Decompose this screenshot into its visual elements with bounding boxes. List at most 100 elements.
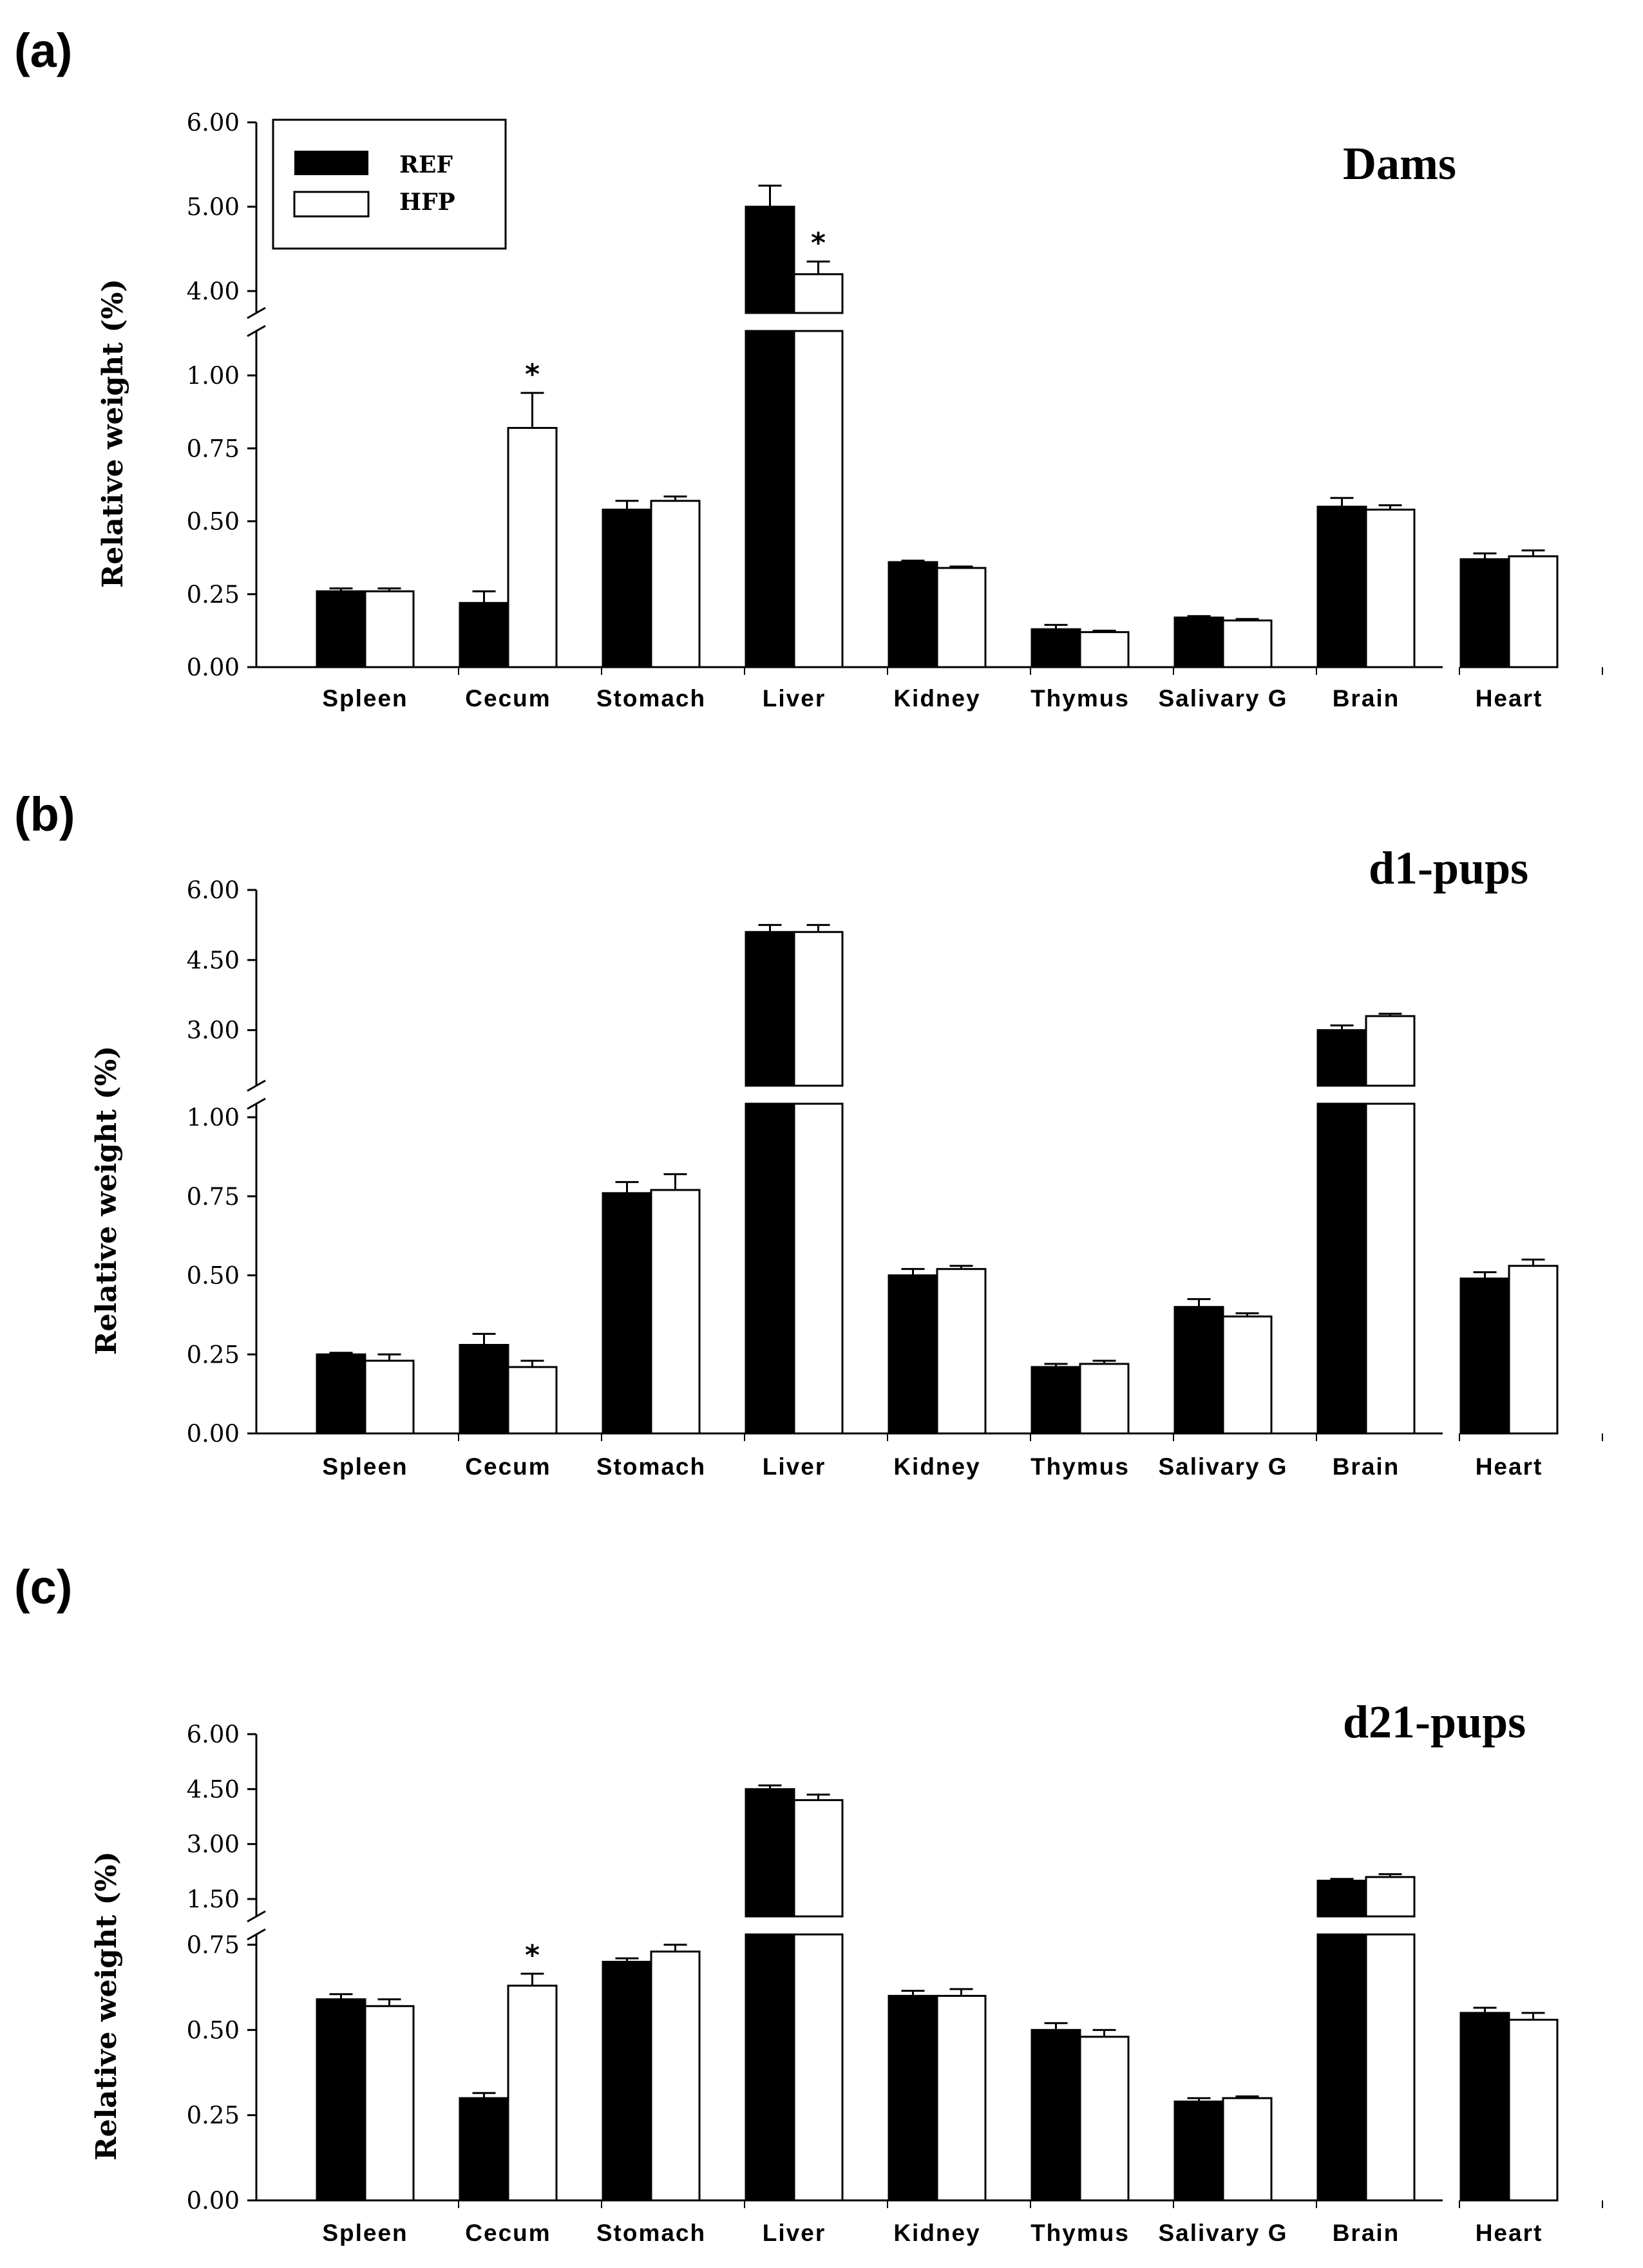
y-tick-label: 0.00 [187, 1420, 240, 1448]
x-tick-label: Cecum [465, 1453, 551, 1480]
bar-hfp [936, 1994, 987, 2202]
bar-ref [1316, 506, 1367, 668]
bar-hfp [507, 1366, 558, 1435]
x-tick-label: Brain [1333, 685, 1400, 712]
y-tick-label: 0.50 [187, 1262, 240, 1290]
bar-ref [745, 205, 795, 314]
bar-ref [888, 1994, 938, 2202]
bar-ref [459, 1344, 509, 1435]
bar-ref [1459, 1277, 1510, 1435]
panel-a-title: Dams [1343, 138, 1456, 189]
bar-ref [602, 508, 652, 668]
x-tick-label: Spleen [322, 2220, 408, 2246]
x-tick-label: Cecum [465, 2220, 551, 2246]
x-tick-label: Cecum [465, 685, 551, 712]
x-tick-label: Stomach [596, 2220, 706, 2246]
bar-ref [1316, 1880, 1367, 1918]
bar-hfp [364, 1359, 415, 1435]
bar-ref [1030, 628, 1081, 668]
bar-hfp [1365, 508, 1416, 668]
x-tick-label: Stomach [596, 1453, 706, 1480]
significance-star: * [525, 358, 540, 391]
bar-hfp-lower [793, 1933, 844, 2202]
bar-hfp [507, 427, 558, 668]
x-tick-label: Kidney [893, 2220, 980, 2246]
chart-panel-3: 0.00 0.25 0.50 0.75 1.50 3.00 4.50 6.00 Relative… [90, 1721, 1603, 2246]
x-tick-label: Liver [763, 685, 826, 712]
bar-ref [602, 1192, 652, 1435]
x-tick-label: Thymus [1030, 1453, 1130, 1480]
y-tick-label: 4.00 [187, 278, 240, 305]
y-axis-label: Relative weight (%) [90, 1851, 123, 2160]
bar-hfp [507, 1985, 558, 2202]
bar-ref [888, 1274, 938, 1435]
bar-hfp [1079, 631, 1130, 668]
bar-ref-lower [1316, 1933, 1367, 2202]
y-tick-label: 3.00 [187, 1017, 240, 1044]
bar-ref [1030, 2028, 1081, 2202]
y-tick-label: 5.00 [187, 193, 240, 221]
x-tick-label: Spleen [322, 1453, 408, 1480]
bar-hfp [650, 500, 701, 668]
bar-ref [745, 1788, 795, 1918]
y-tick-label: 0.00 [187, 2187, 240, 2215]
y-tick-label: 0.50 [187, 2016, 240, 2044]
bar-hfp-lower [1365, 1102, 1416, 1435]
bar-ref [1459, 558, 1510, 668]
y-tick-label: 0.75 [187, 435, 240, 462]
y-tick-label: 0.50 [187, 508, 240, 536]
y-tick-label: 0.25 [187, 581, 240, 609]
significance-star: * [525, 1939, 540, 1972]
axis-break-mark [247, 1079, 266, 1092]
axis-break-mark [247, 1928, 266, 1941]
x-tick-label: Liver [763, 2220, 826, 2246]
x-tick-label: Salivary G [1158, 2220, 1287, 2246]
x-tick-label: Heart [1476, 1453, 1543, 1480]
bar-hfp-lower [793, 1102, 844, 1435]
bar-ref [459, 2097, 509, 2202]
bar-ref-lower [1316, 1102, 1367, 1435]
legend-label-hfp: HFP [399, 189, 455, 216]
bar-hfp [1508, 1265, 1559, 1435]
panel-c-title: d21-pups [1343, 1696, 1526, 1748]
bar-hfp [650, 1189, 701, 1435]
y-tick-label: 6.00 [187, 876, 240, 904]
bar-ref [316, 590, 366, 668]
bar-hfp [364, 590, 415, 668]
chart-panel-1: 0.00 0.25 0.50 0.75 1.00 4.00 5.00 6.00 Relative… [97, 109, 1603, 712]
y-tick-label: 4.50 [187, 1775, 240, 1803]
x-tick-label: Spleen [322, 685, 408, 712]
y-tick-label: 0.75 [187, 1931, 240, 1959]
chart-panel-2: 0.00 0.25 0.50 0.75 1.00 3.00 4.50 6.00 Relative… [90, 876, 1603, 1480]
axis-break-mark [247, 1097, 266, 1110]
axis-break-mark [247, 1910, 266, 1923]
bar-ref [1030, 1366, 1081, 1435]
x-tick-label: Heart [1476, 2220, 1543, 2246]
x-tick-label: Kidney [893, 1453, 980, 1480]
bar-ref-lower [745, 330, 795, 668]
x-tick-label: Thymus [1030, 685, 1130, 712]
bar-hfp-lower [1365, 1933, 1416, 2202]
bar-hfp [1222, 1315, 1273, 1435]
significance-star: * [811, 227, 826, 260]
y-tick-label: 4.50 [187, 947, 240, 974]
bar-hfp [793, 1799, 844, 1918]
bar-hfp [1079, 2036, 1130, 2202]
legend-swatch-hfp [293, 191, 370, 218]
bar-hfp [793, 931, 844, 1087]
x-tick-label: Kidney [893, 685, 980, 712]
bar-hfp-lower [793, 330, 844, 668]
panel-c-label: (c) [14, 1560, 72, 1614]
y-axis-label: Relative weight (%) [90, 1046, 123, 1355]
x-tick-label: Heart [1476, 685, 1543, 712]
bar-ref [888, 561, 938, 668]
bar-hfp [1508, 2018, 1559, 2202]
bar-ref [1459, 2012, 1510, 2202]
panel-b-title: d1-pups [1369, 842, 1528, 894]
bar-ref [459, 601, 509, 668]
bar-ref [1316, 1029, 1367, 1087]
bar-hfp [1365, 1015, 1416, 1087]
y-tick-label: 1.50 [187, 1885, 240, 1913]
y-tick-label: 0.25 [187, 1341, 240, 1368]
bar-ref [1173, 1306, 1224, 1435]
